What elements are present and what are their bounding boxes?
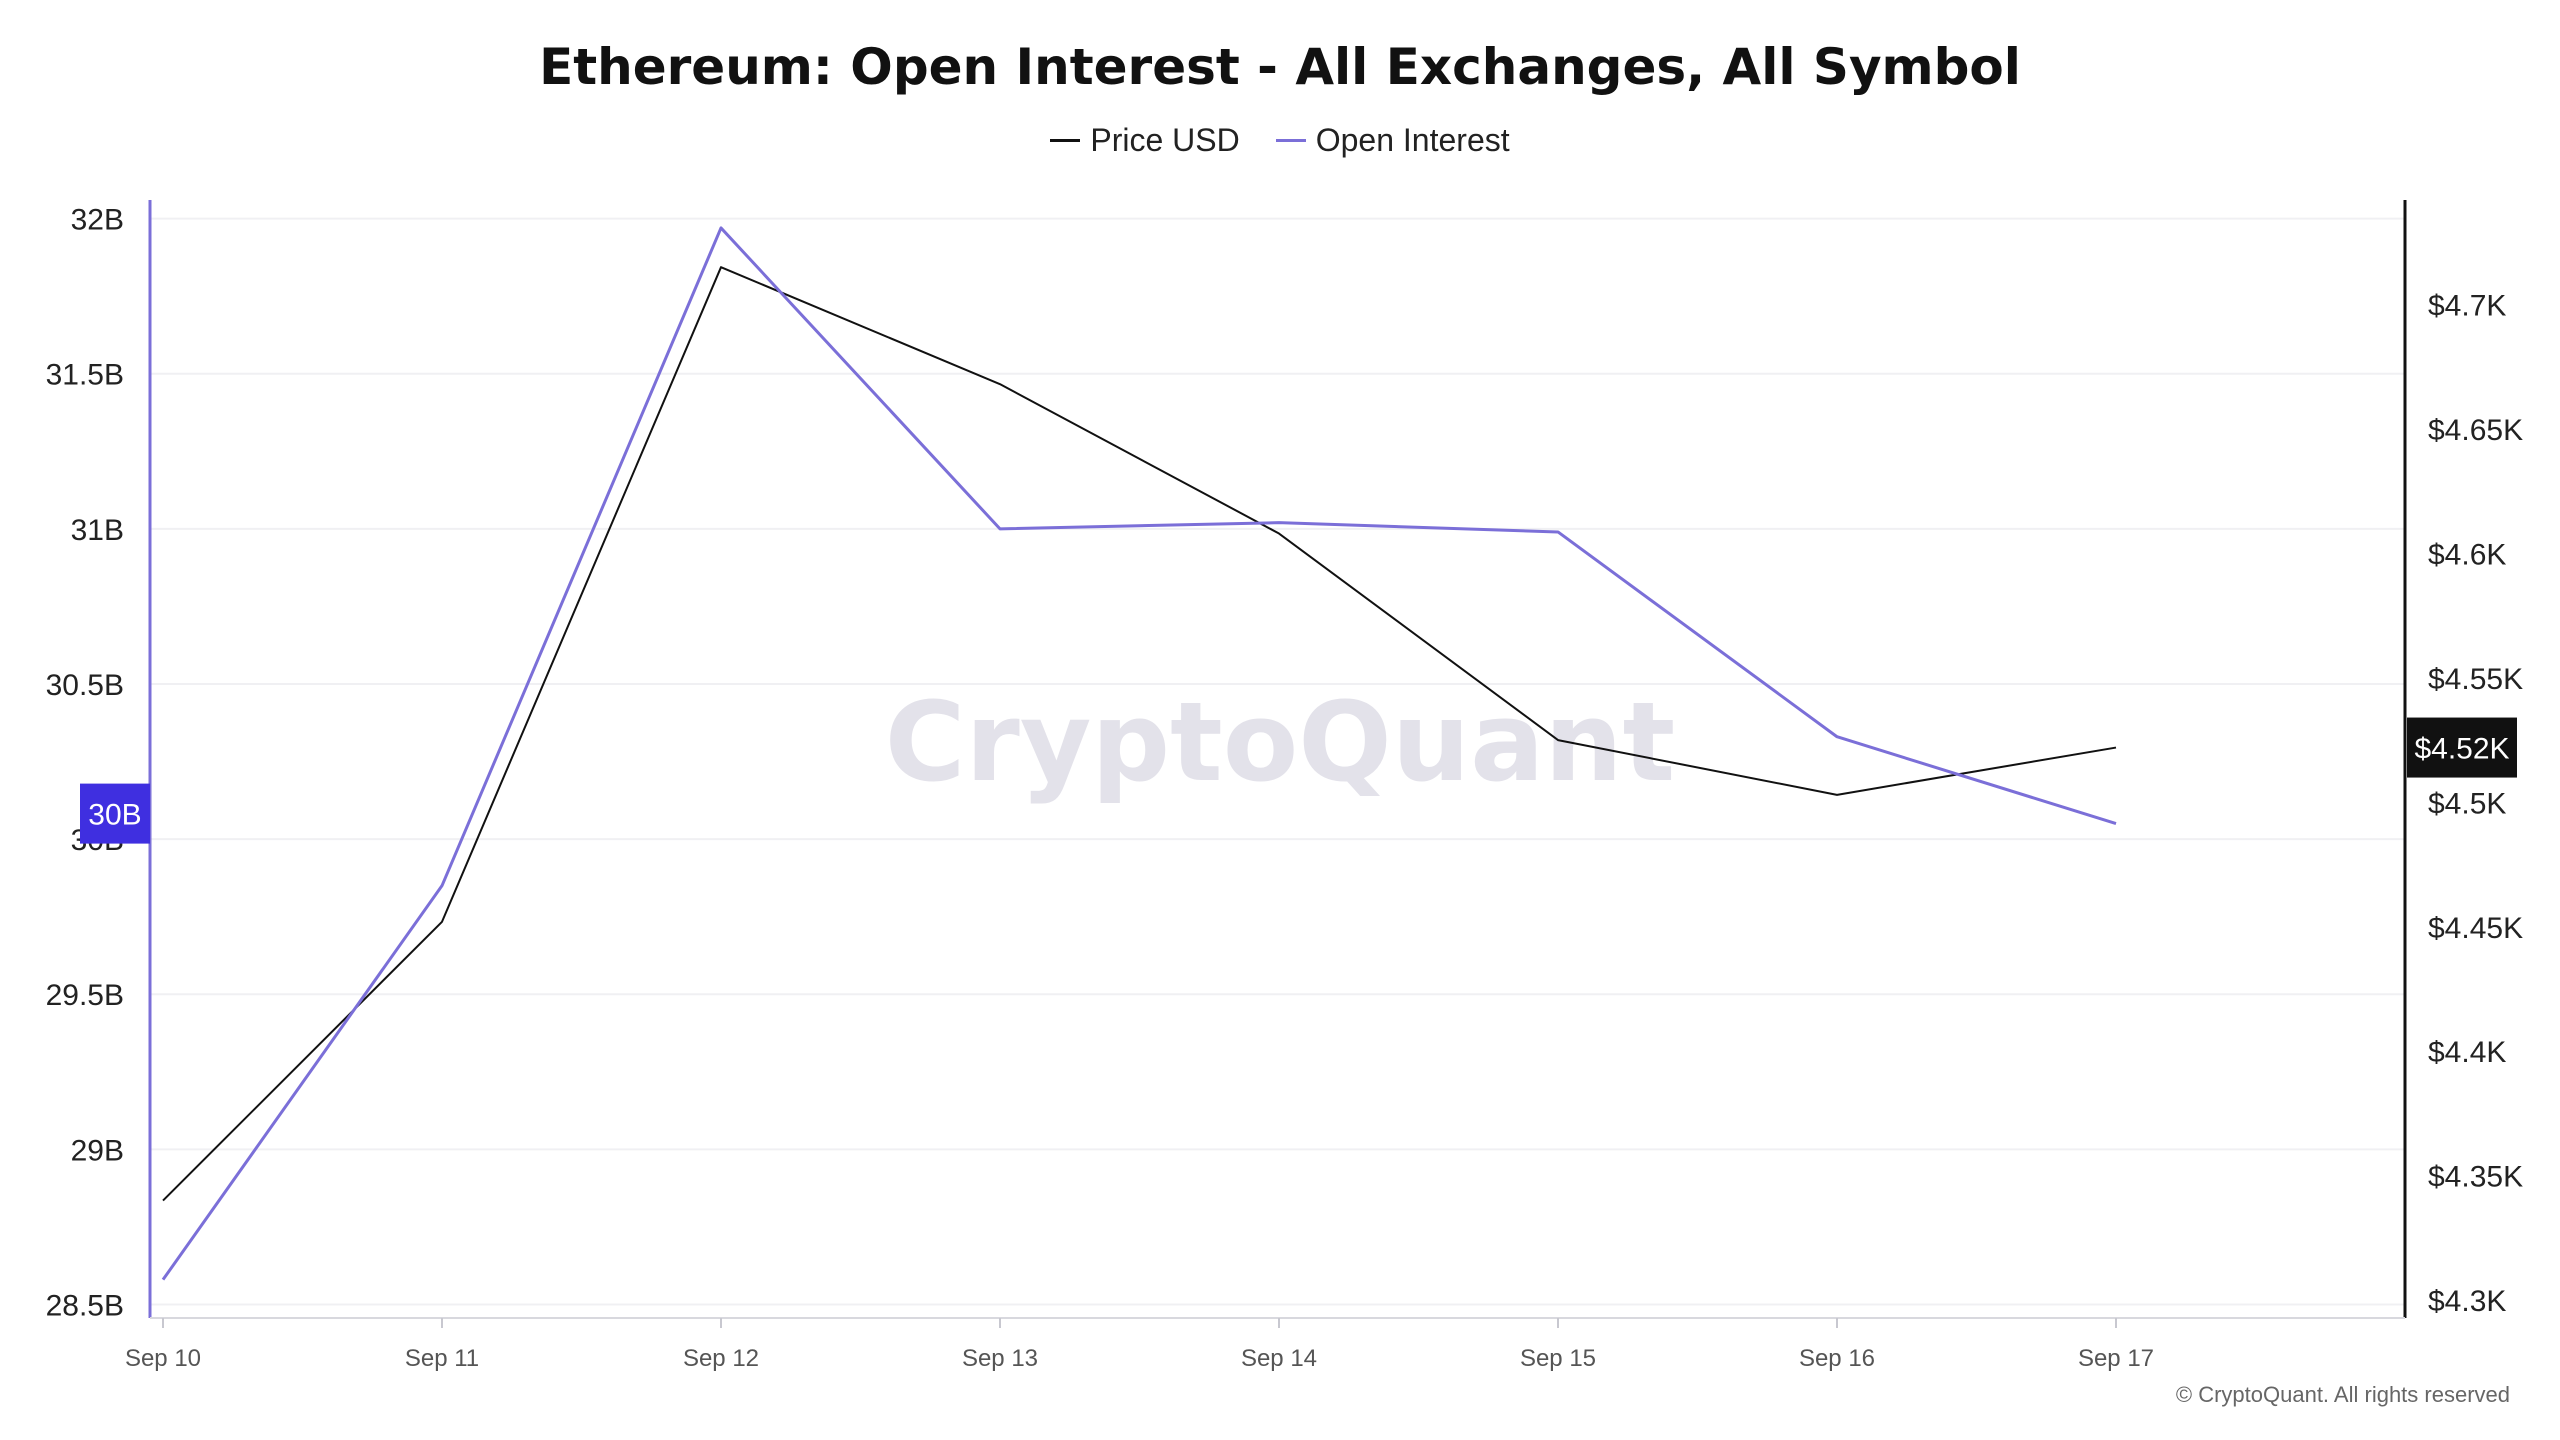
x-tick-label: Sep 12 [683, 1345, 759, 1372]
y-left-tick-label: 31B [71, 514, 124, 547]
x-tick-label: Sep 15 [1520, 1345, 1596, 1372]
price-value-label: $4.52K [2414, 733, 2509, 766]
y-left-tick-label: 32B [71, 204, 124, 237]
legend-swatch-open-interest [1275, 139, 1306, 142]
y-left-tick-label: 28.5B [46, 1289, 124, 1322]
legend-swatch-price [1050, 139, 1081, 142]
y-right-tick-label: $4.35K [2428, 1161, 2523, 1194]
x-tick-label: Sep 11 [405, 1345, 479, 1372]
price-value-marker [2407, 717, 2517, 778]
y-left-tick-label: 29B [71, 1134, 124, 1167]
y-right-tick-label: $4.65K [2428, 414, 2523, 447]
y-right-tick-label: $4.3K [2428, 1285, 2506, 1318]
x-tick-label: Sep 10 [125, 1345, 201, 1372]
chart-title: Ethereum: Open Interest - All Exchanges,… [539, 38, 2021, 96]
legend-label-open-interest: Open Interest [1315, 122, 1510, 158]
y-right-tick-label: $4.4K [2428, 1036, 2506, 1069]
series-line-price-usd [162, 266, 2117, 1202]
y-left-tick-label: 31.5B [46, 359, 124, 392]
y-right-tick-label: $4.7K [2428, 290, 2506, 323]
y-left-tick-label: 30.5B [46, 669, 124, 702]
x-tick-label: Sep 16 [1799, 1345, 1875, 1372]
y-right-tick-label: $4.5K [2428, 787, 2506, 820]
legend: Price USD Open Interest [0, 122, 2560, 159]
open-interest-value-label: 30B [88, 799, 141, 832]
copyright-footer: © CryptoQuant. All rights reserved [2175, 1382, 2510, 1407]
y-right-tick-label: $4.55K [2428, 663, 2523, 696]
open-interest-value-marker [80, 783, 150, 844]
x-tick-label: Sep 17 [2078, 1345, 2154, 1372]
series-line-open-interest [161, 226, 2117, 1281]
y-right-tick-label: $4.6K [2428, 538, 2506, 571]
legend-item-open-interest[interactable]: Open Interest [1275, 122, 1510, 159]
y-right-tick-label: $4.45K [2428, 912, 2523, 945]
x-tick-label: Sep 13 [962, 1345, 1038, 1372]
y-left-tick-label: 29.5B [46, 979, 124, 1012]
x-tick-label: Sep 14 [1241, 1345, 1317, 1372]
watermark: CryptoQuant [885, 678, 1676, 806]
legend-item-price[interactable]: Price USD [1050, 122, 1240, 159]
legend-label-price: Price USD [1090, 122, 1240, 158]
